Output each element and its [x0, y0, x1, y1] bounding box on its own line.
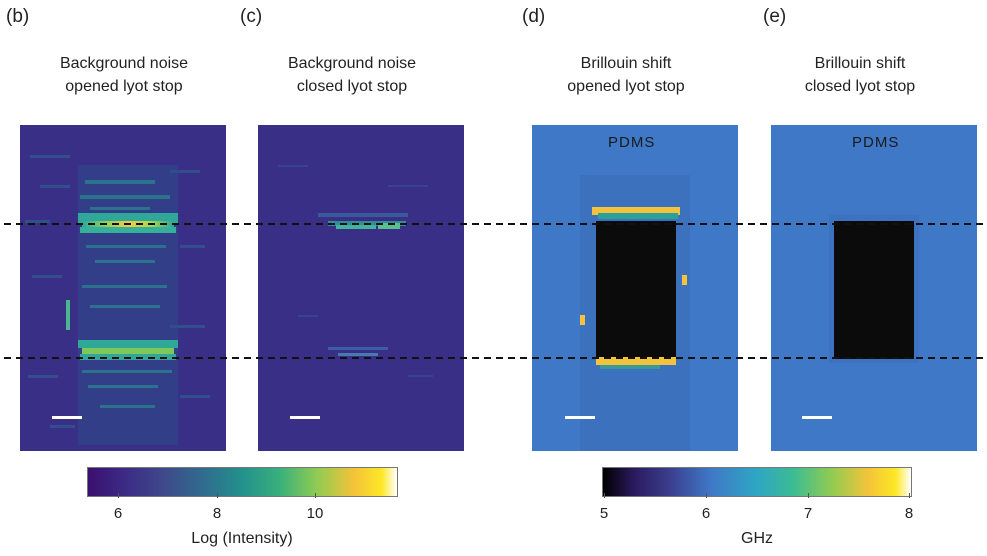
panel-b-image	[20, 125, 226, 451]
intensity-tick-10: 10	[306, 505, 324, 522]
panel-b-scale-bar	[52, 416, 82, 419]
panel-e-scale-bar	[802, 416, 832, 419]
intensity-tick-6: 6	[113, 505, 123, 522]
panel-e-material-label: PDMS	[852, 134, 900, 151]
panel-e-image	[771, 125, 977, 451]
panel-title-e-line1: Brillouin shift	[814, 55, 906, 72]
panel-letter-d: (d)	[522, 6, 546, 27]
intensity-colorbar	[87, 467, 398, 497]
panel-d-material-label: PDMS	[608, 134, 656, 151]
panel-title-d-line1: Brillouin shift	[580, 55, 672, 72]
panel-letter-b: (b)	[6, 6, 30, 27]
ghz-colorbar	[602, 467, 912, 497]
panel-c-heatmap	[258, 125, 464, 451]
panel-title-b: Background noise opened lyot stop	[14, 52, 234, 98]
panel-c-image	[258, 125, 464, 451]
panel-letter-c: (c)	[240, 6, 263, 27]
ghz-tick-7: 7	[803, 505, 813, 522]
intensity-colorbar-label: Log (Intensity)	[191, 530, 293, 547]
intensity-tickmark-6	[118, 493, 119, 498]
intensity-tickmark-10	[315, 493, 316, 498]
panel-d-image	[532, 125, 738, 451]
panel-d-scale-bar	[565, 416, 595, 419]
intensity-tickmark-8	[217, 493, 218, 498]
ghz-tick-5: 5	[599, 505, 609, 522]
panel-title-d-line2: opened lyot stop	[567, 78, 685, 95]
panel-letter-e: (e)	[763, 6, 787, 27]
panel-title-e: Brillouin shift closed lyot stop	[750, 52, 970, 98]
ghz-tick-8: 8	[904, 505, 914, 522]
panel-title-b-line1: Background noise	[59, 55, 189, 72]
panel-title-d: Brillouin shift opened lyot stop	[516, 52, 736, 98]
ghz-tick-6: 6	[701, 505, 711, 522]
panel-title-c-line2: closed lyot stop	[296, 78, 408, 95]
ghz-tickmark-5	[604, 493, 605, 498]
panel-c-scale-bar	[290, 416, 320, 419]
panel-b-heatmap	[20, 125, 226, 451]
ghz-tickmark-8	[909, 493, 910, 498]
panel-d-map	[532, 125, 738, 451]
panel-e-map	[771, 125, 977, 451]
ghz-tickmark-7	[808, 493, 809, 498]
panel-title-c-line1: Background noise	[287, 55, 417, 72]
ghz-colorbar-label: GHz	[741, 530, 773, 547]
intensity-tick-8: 8	[212, 505, 222, 522]
panel-title-c: Background noise closed lyot stop	[242, 52, 462, 98]
ghz-tickmark-6	[706, 493, 707, 498]
panel-title-e-line2: closed lyot stop	[804, 78, 916, 95]
panel-title-b-line2: opened lyot stop	[65, 78, 183, 95]
